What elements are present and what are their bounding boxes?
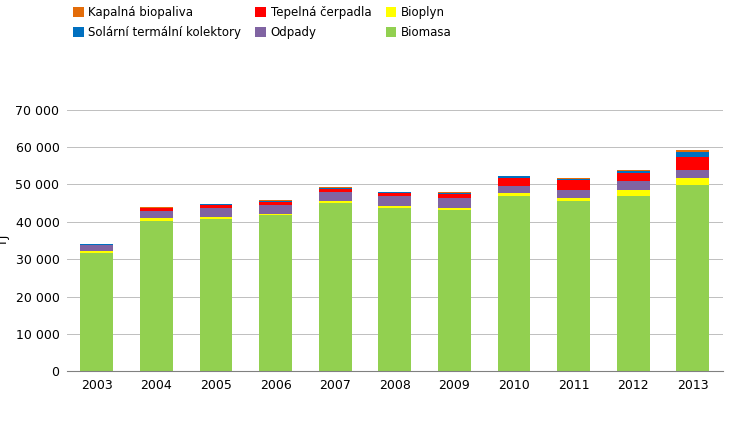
Bar [676,151,709,157]
Legend: Kapalná biopaliva, Solární termální kolektory, Tepelná čerpadla, Odpady, Bioplyn: Kapalná biopaliva, Solární termální kole… [73,6,451,39]
Bar [438,192,471,193]
Bar [259,216,292,371]
Bar [557,190,590,198]
Bar [676,178,709,185]
Bar [557,179,590,180]
Bar [498,178,530,186]
Bar [498,186,530,193]
Bar [200,205,232,208]
Bar [617,173,650,181]
Bar [140,219,173,221]
Bar [438,197,471,208]
Bar [378,193,411,196]
Bar [557,198,590,200]
Bar [378,206,411,208]
Bar [140,221,173,371]
Bar [557,180,590,190]
Bar [617,171,650,173]
Bar [200,203,232,204]
Bar [617,190,650,196]
Bar [200,216,232,219]
Bar [378,196,411,206]
Bar [319,201,352,203]
Bar [438,208,471,209]
Bar [438,193,471,194]
Bar [617,181,650,190]
Bar [319,188,352,189]
Bar [80,245,113,246]
Bar [259,202,292,206]
Bar [676,170,709,178]
Bar [319,187,352,188]
Bar [319,189,352,192]
Bar [259,200,292,201]
Bar [140,207,173,208]
Bar [140,208,173,211]
Bar [319,192,352,201]
Bar [259,206,292,214]
Bar [498,176,530,178]
Bar [498,193,530,196]
Bar [80,251,113,252]
Y-axis label: TJ: TJ [0,235,10,246]
Bar [319,203,352,371]
Bar [200,204,232,205]
Bar [617,196,650,371]
Bar [80,246,113,251]
Bar [438,194,471,197]
Bar [378,208,411,371]
Bar [676,157,709,170]
Bar [259,201,292,202]
Bar [80,252,113,371]
Bar [200,219,232,371]
Bar [259,214,292,216]
Bar [498,196,530,371]
Bar [438,209,471,371]
Bar [557,200,590,371]
Bar [200,208,232,216]
Bar [378,192,411,193]
Bar [676,185,709,371]
Bar [140,211,173,219]
Bar [617,170,650,171]
